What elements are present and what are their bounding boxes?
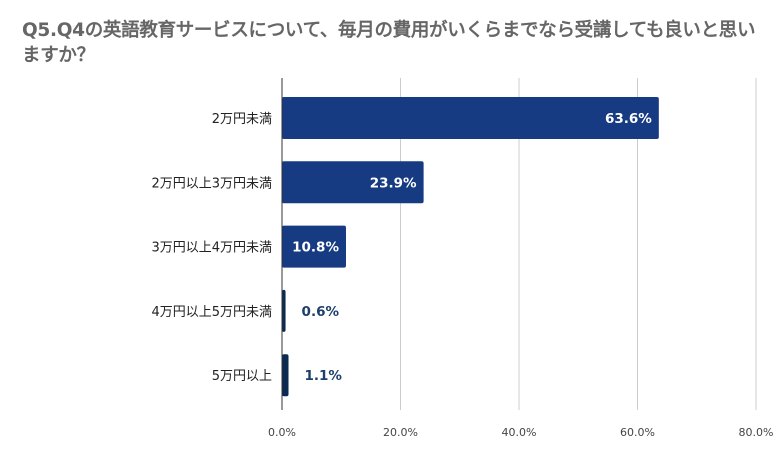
bar xyxy=(282,97,659,139)
data-label: 10.8% xyxy=(292,240,339,256)
x-tick-label: 0.0% xyxy=(268,426,296,439)
data-label: 23.9% xyxy=(370,175,417,191)
category-label: 3万円以上4万円未満 xyxy=(151,241,272,256)
category-label: 2万円未満 xyxy=(212,112,272,127)
x-tick-label: 20.0% xyxy=(383,426,418,439)
category-label: 4万円以上5万円未満 xyxy=(151,305,272,320)
bar xyxy=(282,225,346,268)
bar xyxy=(282,161,424,204)
data-label: 0.6% xyxy=(302,304,340,320)
category-label: 2万円以上3万円未満 xyxy=(151,176,272,191)
chart-title: Q5.Q4の英語教育サービスについて、毎月の費用がいくらまでなら受講しても良いと… xyxy=(22,20,756,66)
data-label: 1.1% xyxy=(305,368,343,384)
x-tick-label: 60.0% xyxy=(620,426,655,439)
bar xyxy=(282,354,289,397)
bar xyxy=(282,289,286,332)
category-label: 5万円以上 xyxy=(212,369,272,384)
x-tick-label: 40.0% xyxy=(502,426,537,439)
x-tick-label: 80.0% xyxy=(739,426,774,439)
data-label: 63.6% xyxy=(605,111,652,127)
